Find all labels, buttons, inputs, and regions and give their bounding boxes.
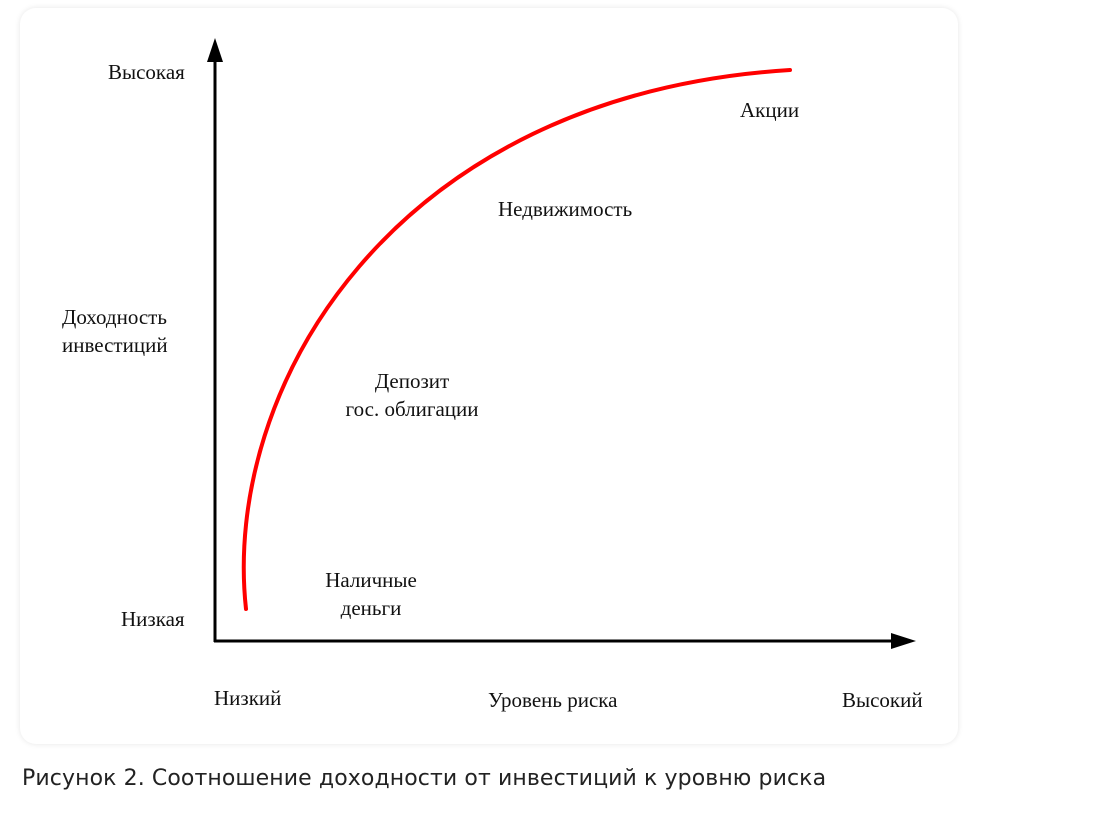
figure-caption: Рисунок 2. Соотношение доходности от инв… (22, 766, 827, 791)
y-axis-title: Доходность инвестиций (62, 303, 190, 359)
asset-cash-line1: Наличные (325, 568, 417, 592)
asset-cash-label: Наличные деньги (300, 566, 442, 622)
x-high-label: Высокий (842, 688, 923, 712)
y-axis-arrow (207, 38, 223, 62)
x-axis-title: Уровень риска (488, 688, 618, 712)
asset-real-estate-label: Недвижимость (498, 197, 633, 221)
y-low-label: Низкая (121, 607, 185, 631)
y-axis-title-line2: инвестиций (62, 333, 168, 357)
risk-return-diagram (207, 38, 916, 649)
asset-deposit-label: Депозит гос. облигации (326, 367, 498, 423)
risk-return-curve (241, 68, 792, 611)
y-high-label: Высокая (108, 60, 185, 84)
x-low-label: Низкий (214, 686, 282, 710)
asset-deposit-line1: Депозит (374, 369, 450, 393)
y-axis-title-line1: Доходность (62, 305, 167, 329)
asset-stocks-label: Акции (740, 98, 800, 122)
asset-deposit-line2: гос. облигации (345, 397, 479, 421)
figure-card (20, 8, 958, 744)
asset-cash-line2: деньги (340, 596, 402, 620)
x-axis-arrow (891, 633, 916, 649)
